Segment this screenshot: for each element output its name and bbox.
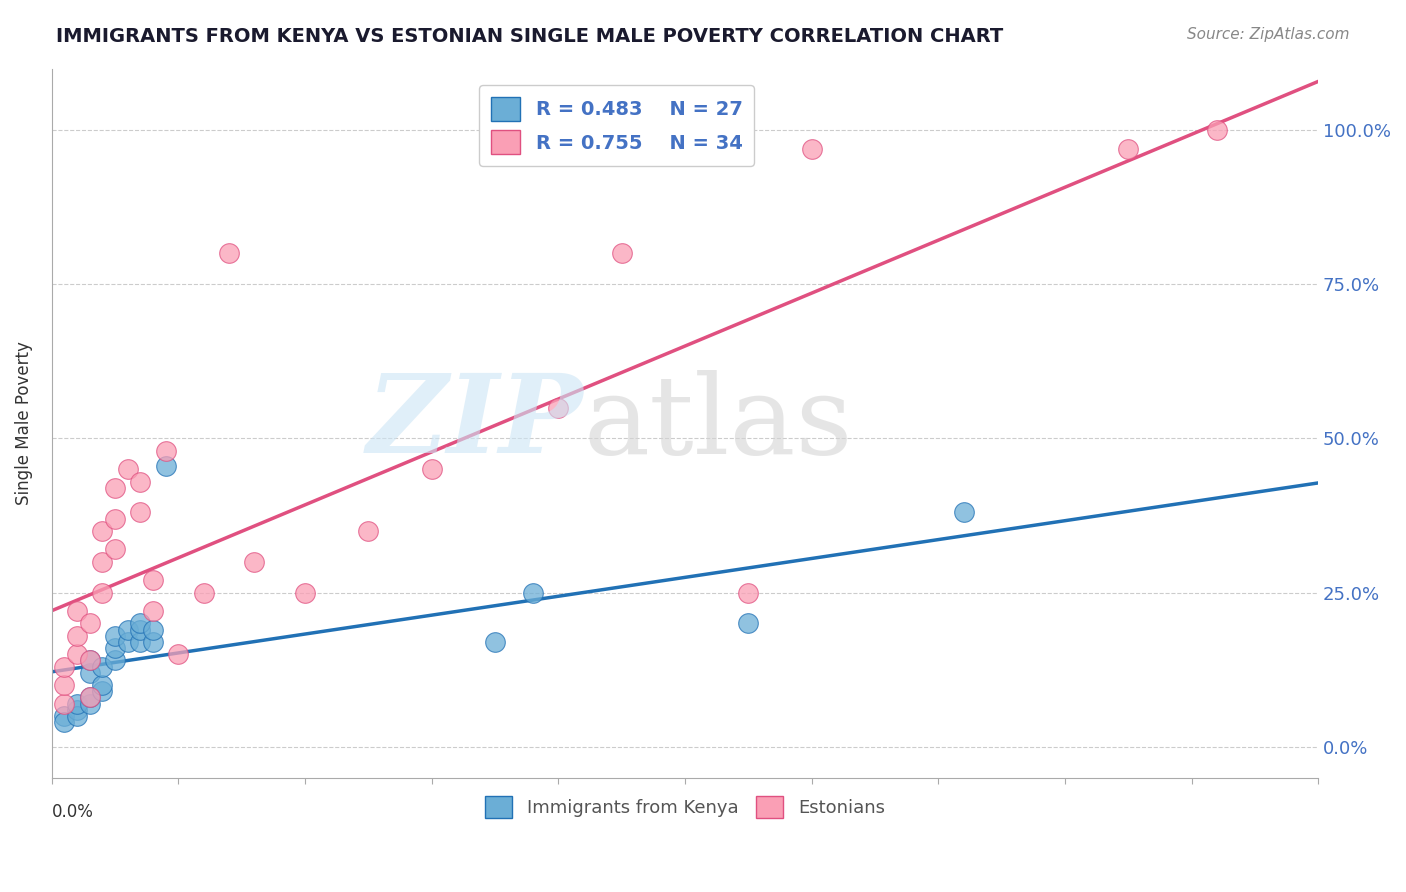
Point bbox=[522, 585, 544, 599]
Point bbox=[952, 505, 974, 519]
Point bbox=[104, 641, 127, 656]
Point bbox=[357, 524, 380, 538]
Point bbox=[79, 697, 101, 711]
Point bbox=[66, 703, 89, 717]
Point bbox=[129, 616, 152, 631]
Point bbox=[117, 623, 139, 637]
Point bbox=[117, 635, 139, 649]
Point bbox=[79, 690, 101, 705]
Point bbox=[737, 616, 759, 631]
Point bbox=[66, 604, 89, 618]
Point bbox=[79, 690, 101, 705]
Point bbox=[142, 604, 165, 618]
Point bbox=[167, 647, 190, 661]
Point bbox=[104, 629, 127, 643]
Point bbox=[91, 555, 114, 569]
Point bbox=[1116, 142, 1139, 156]
Point bbox=[142, 623, 165, 637]
Point bbox=[294, 585, 316, 599]
Point bbox=[104, 481, 127, 495]
Point bbox=[79, 653, 101, 667]
Point bbox=[420, 462, 443, 476]
Point bbox=[193, 585, 215, 599]
Point bbox=[104, 653, 127, 667]
Point bbox=[484, 635, 506, 649]
Point bbox=[142, 574, 165, 588]
Point bbox=[547, 401, 569, 415]
Point bbox=[104, 511, 127, 525]
Legend: Immigrants from Kenya, Estonians: Immigrants from Kenya, Estonians bbox=[478, 789, 891, 825]
Point bbox=[66, 697, 89, 711]
Point bbox=[104, 542, 127, 557]
Y-axis label: Single Male Poverty: Single Male Poverty bbox=[15, 341, 32, 505]
Point bbox=[610, 246, 633, 260]
Point bbox=[91, 659, 114, 673]
Point bbox=[91, 684, 114, 698]
Point bbox=[91, 678, 114, 692]
Point bbox=[66, 709, 89, 723]
Point bbox=[53, 678, 76, 692]
Text: atlas: atlas bbox=[583, 369, 853, 476]
Text: IMMIGRANTS FROM KENYA VS ESTONIAN SINGLE MALE POVERTY CORRELATION CHART: IMMIGRANTS FROM KENYA VS ESTONIAN SINGLE… bbox=[56, 27, 1004, 45]
Point bbox=[66, 629, 89, 643]
Point bbox=[91, 524, 114, 538]
Point bbox=[79, 653, 101, 667]
Point bbox=[79, 665, 101, 680]
Point bbox=[53, 659, 76, 673]
Point bbox=[737, 585, 759, 599]
Text: Source: ZipAtlas.com: Source: ZipAtlas.com bbox=[1187, 27, 1350, 42]
Point bbox=[800, 142, 823, 156]
Point bbox=[66, 647, 89, 661]
Point bbox=[129, 635, 152, 649]
Point bbox=[218, 246, 240, 260]
Point bbox=[117, 462, 139, 476]
Point bbox=[91, 585, 114, 599]
Point bbox=[155, 459, 177, 474]
Point bbox=[53, 714, 76, 729]
Text: ZIP: ZIP bbox=[367, 369, 583, 477]
Point bbox=[53, 697, 76, 711]
Point bbox=[142, 635, 165, 649]
Point bbox=[129, 505, 152, 519]
Point bbox=[53, 709, 76, 723]
Text: 0.0%: 0.0% bbox=[52, 803, 94, 821]
Point bbox=[243, 555, 266, 569]
Point bbox=[155, 443, 177, 458]
Point bbox=[129, 623, 152, 637]
Point bbox=[1205, 123, 1227, 137]
Point bbox=[129, 475, 152, 489]
Point bbox=[79, 616, 101, 631]
